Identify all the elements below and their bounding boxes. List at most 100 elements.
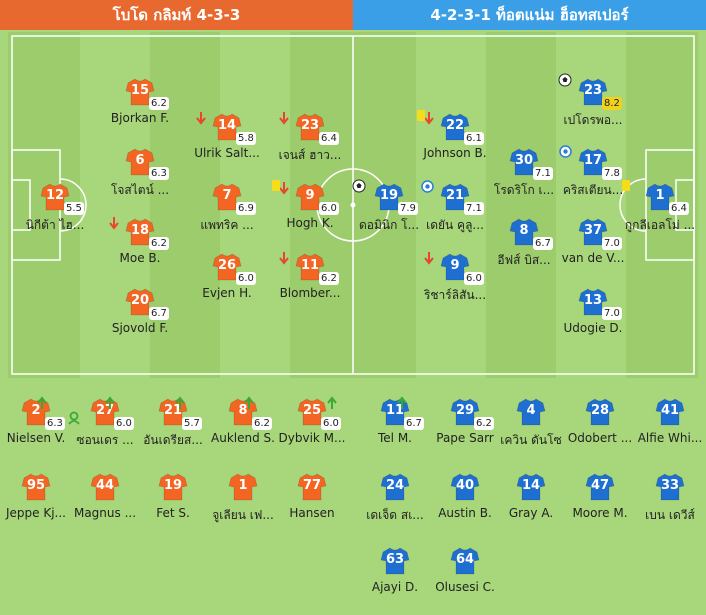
home-player-1[interactable]: 1 จูเลียน เฟ... xyxy=(193,472,293,524)
home-player-26[interactable]: 26 6.0 Evjen H. xyxy=(177,252,277,304)
away-player-47[interactable]: 47 Moore M. xyxy=(550,472,650,524)
away-player-24[interactable]: 24 เดเจ็ด สเ... xyxy=(345,472,445,524)
player-rating: 6.9 xyxy=(236,202,256,215)
home-player-23[interactable]: 23 6.4 เจนส์ ฮาว... xyxy=(260,112,360,164)
jersey-number: 9 xyxy=(305,188,315,203)
jersey-icon: 19 xyxy=(374,182,404,212)
home-player-15[interactable]: 15 6.2 Bjorkan F. xyxy=(90,77,190,129)
yellow-card-icon xyxy=(417,110,425,121)
jersey-icon: 25 xyxy=(297,397,327,427)
player-rating: 5.7 xyxy=(182,417,202,430)
jersey-number: 40 xyxy=(455,478,475,493)
home-player-19[interactable]: 19 Fet S. xyxy=(123,472,223,524)
player-rating: 5.5 xyxy=(64,202,84,215)
jersey-icon: 23 xyxy=(578,77,608,107)
jersey-number: 22 xyxy=(445,118,465,133)
player-name: Tel M. xyxy=(378,431,412,445)
home-player-44[interactable]: 44 Magnus ... xyxy=(55,472,155,524)
away-player-29[interactable]: 29 6.2 Pape Sarr xyxy=(397,396,515,449)
jersey-icon: 22 xyxy=(440,112,470,142)
player-rating: 6.2 xyxy=(149,237,169,250)
jersey-number: 17 xyxy=(583,153,603,168)
player-rating: 7.0 xyxy=(602,237,622,250)
home-team-header[interactable]: โบโด กลิมท์ 4-3-3 xyxy=(0,0,353,30)
jersey-number: 1 xyxy=(238,478,248,493)
sub-out-arrow-icon xyxy=(108,215,120,230)
player-name: แพทริค ... xyxy=(200,218,254,232)
jersey-icon: 77 xyxy=(297,472,327,502)
home-player-8[interactable]: 8 6.2 Auklend S. xyxy=(175,396,293,449)
jersey-number: 37 xyxy=(583,223,603,238)
home-player-21[interactable]: 21 5.7 อันเดรียส... xyxy=(105,396,223,449)
home-player-14[interactable]: 14 5.8 Ulrik Salt... xyxy=(177,112,277,164)
home-player-77[interactable]: 77 Hansen xyxy=(262,472,362,524)
jersey-icon: 8 xyxy=(509,217,539,247)
player-name: Auklend S. xyxy=(211,431,275,445)
away-player-17[interactable]: 17 7.8 คริสเตียน... xyxy=(543,145,643,199)
home-player-95[interactable]: 95 Jeppe Kj... xyxy=(0,472,86,524)
player-name: Austin B. xyxy=(438,506,492,520)
away-player-13[interactable]: 13 7.0 Udogie D. xyxy=(543,287,643,339)
home-player-7[interactable]: 7 6.9 แพทริค ... xyxy=(177,182,277,234)
jersey-icon: 47 xyxy=(585,472,615,502)
player-rating: 6.2 xyxy=(474,417,494,430)
player-name: Hansen xyxy=(289,506,335,520)
away-player-8[interactable]: 8 6.7 อีฟส์ บิส... xyxy=(474,217,574,269)
home-player-6[interactable]: 6 6.3 โจสไตน์ ... xyxy=(90,147,190,199)
home-player-2[interactable]: 2 6.3 Nielsen V. xyxy=(0,397,86,449)
away-player-21[interactable]: 21 7.1 เดยัน คูลู... xyxy=(405,180,505,234)
jersey-icon: 9 xyxy=(440,252,470,282)
away-player-11[interactable]: 11 6.7 Tel M. xyxy=(327,396,445,449)
away-player-14[interactable]: 14 Gray A. xyxy=(481,472,581,524)
away-player-1[interactable]: 1 6.4 กูกลีเอลโม่ ... xyxy=(610,180,706,234)
away-player-30[interactable]: 30 7.1 โรดริโก เ... xyxy=(474,147,574,199)
jersey-number: 24 xyxy=(385,478,405,493)
home-player-20[interactable]: 20 6.7 Sjovold F. xyxy=(90,287,190,339)
player-name: Odobert ... xyxy=(567,431,633,445)
away-player-23[interactable]: 23 8.2 เปโดรพอ... xyxy=(543,73,643,129)
home-player-12[interactable]: 12 5.5 นิกีต้า ไฮ... xyxy=(5,182,105,234)
home-player-25[interactable]: 25 6.0 Dybvik M... xyxy=(244,396,362,449)
player-rating: 5.8 xyxy=(236,132,256,145)
sub-out-arrow-icon xyxy=(423,110,435,125)
away-player-40[interactable]: 40 Austin B. xyxy=(415,472,515,524)
away-player-19[interactable]: 19 7.9 ดอมินิก โ... xyxy=(339,179,439,234)
player-rating: 6.3 xyxy=(45,417,65,430)
jersey-number: 11 xyxy=(300,258,320,273)
jersey-number: 8 xyxy=(238,403,248,418)
player-rating: 8.2 xyxy=(602,97,622,110)
jersey-number: 8 xyxy=(519,223,529,238)
player-name: Sjovold F. xyxy=(111,321,169,335)
jersey-number: 6 xyxy=(135,153,145,168)
away-player-63[interactable]: 63 Ajayi D. xyxy=(345,546,445,598)
away-player-64[interactable]: 64 Olusesi C. xyxy=(415,546,515,598)
away-player-28[interactable]: 28 Odobert ... xyxy=(550,397,650,449)
jersey-icon: 12 xyxy=(40,182,70,212)
player-name: นิกีต้า ไฮ... xyxy=(25,218,85,232)
jersey-number: 19 xyxy=(163,478,183,493)
jersey-icon: 14 xyxy=(212,112,242,142)
sub-out-arrow-icon xyxy=(195,110,207,125)
player-rating: 7.8 xyxy=(602,167,622,180)
sub-out-arrow-icon xyxy=(423,250,435,265)
home-player-11[interactable]: 11 6.2 Blomber... xyxy=(260,252,360,304)
player-name: Fet S. xyxy=(156,506,190,520)
jersey-icon: 14 xyxy=(516,472,546,502)
away-player-41[interactable]: 41 Alfie Whi... xyxy=(620,397,706,449)
away-player-33[interactable]: 33 เบน เดวีส์ xyxy=(620,472,706,524)
player-rating: 6.7 xyxy=(404,417,424,430)
home-player-18[interactable]: 18 6.2 Moe B. xyxy=(90,217,190,269)
player-rating: 6.0 xyxy=(464,272,484,285)
player-rating: 6.7 xyxy=(533,237,553,250)
jersey-icon: 26 xyxy=(212,252,242,282)
jersey-icon: 17 xyxy=(578,147,608,177)
away-player-9[interactable]: 9 6.0 ริชาร์ลิสัน... xyxy=(405,252,505,304)
away-player-37[interactable]: 37 7.0 van de V... xyxy=(543,217,643,269)
away-player-4[interactable]: 4 เควิน ดันโซ xyxy=(481,397,581,449)
yellow-card-icon xyxy=(622,180,630,191)
away-player-22[interactable]: 22 6.1 Johnson B. xyxy=(405,110,505,164)
player-name: ดอมินิก โ... xyxy=(358,218,420,232)
player-name: Moore M. xyxy=(572,506,628,520)
away-team-header[interactable]: 4-2-3-1 ท็อตแน่ม ฮ็อทสเปอร์ xyxy=(353,0,706,30)
home-player-9[interactable]: 9 6.0 Hogh K. xyxy=(260,180,360,234)
